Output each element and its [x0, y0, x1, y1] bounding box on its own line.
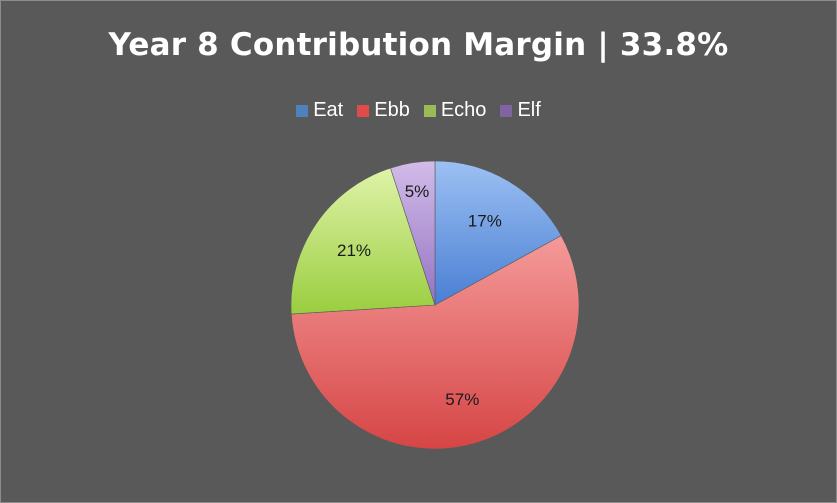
legend-label-ebb: Ebb	[374, 99, 410, 121]
legend-item-ebb: Ebb	[357, 99, 410, 122]
data-label-eat: 17%	[468, 212, 502, 231]
legend-swatch-elf	[500, 104, 513, 117]
pie-slice-elf	[390, 160, 436, 306]
legend-swatch-echo	[423, 104, 436, 117]
legend-item-eat: Eat	[296, 99, 343, 122]
data-label-echo: 21%	[337, 241, 371, 260]
pie-slice-echo	[290, 167, 436, 315]
legend-swatch-ebb	[357, 104, 370, 117]
legend-swatch-eat	[296, 104, 309, 117]
legend-label-eat: Eat	[313, 99, 344, 121]
legend: Eat Ebb Echo Elf	[1, 99, 836, 122]
pie-slice-ebb	[290, 235, 580, 450]
legend-label-echo: Echo	[440, 99, 487, 121]
legend-item-echo: Echo	[423, 99, 487, 122]
chart-title: Year 8 Contribution Margin | 33.8%	[108, 27, 729, 63]
legend-label-elf: Elf	[517, 99, 541, 121]
legend-item-elf: Elf	[500, 99, 541, 122]
pie-slice-eat	[434, 160, 562, 306]
data-label-elf: 5%	[405, 182, 430, 201]
data-label-ebb: 57%	[445, 390, 479, 409]
